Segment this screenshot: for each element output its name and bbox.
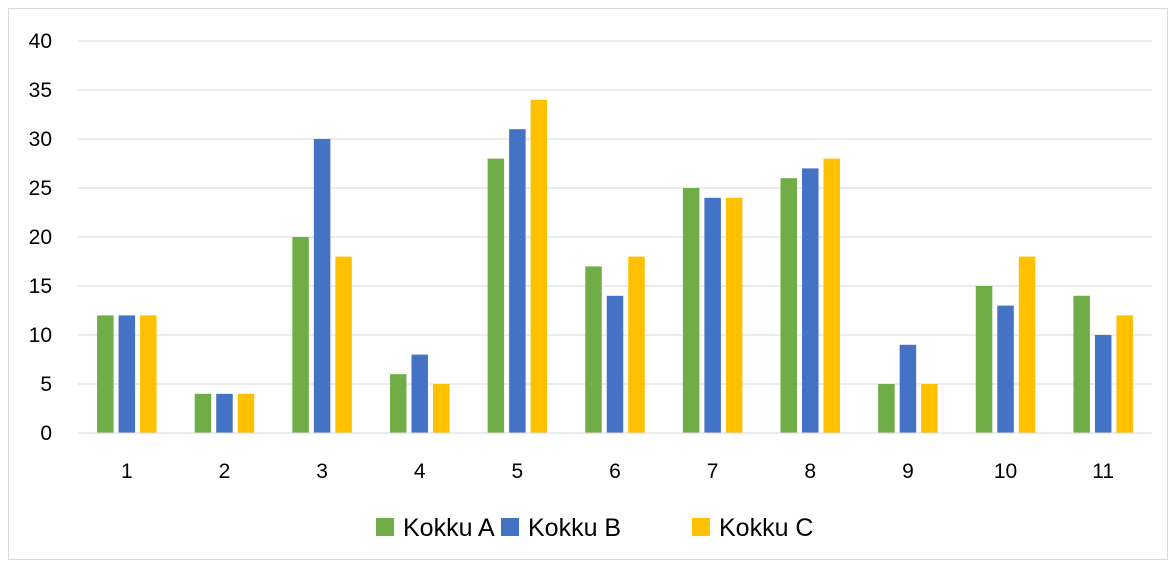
y-tick-label: 35 (29, 79, 52, 102)
x-tick-label: 2 (219, 460, 231, 483)
bar-kokku-a-7 (682, 188, 700, 433)
x-tick-label: 4 (414, 460, 426, 483)
legend-swatch-kokku-c (692, 518, 710, 536)
y-tick-label: 20 (29, 226, 52, 249)
x-tick-label: 11 (1092, 460, 1114, 483)
legend-swatch-kokku-a (376, 518, 394, 536)
bar-kokku-c-4 (432, 384, 450, 433)
bar-kokku-a-9 (878, 384, 895, 433)
bar-kokku-c-8 (823, 158, 841, 433)
bar-kokku-c-3 (335, 256, 352, 433)
x-tick-label: 9 (902, 460, 914, 483)
bar-kokku-c-7 (725, 197, 743, 433)
bar-kokku-b-4 (411, 354, 428, 433)
y-tick-label: 10 (29, 324, 52, 347)
x-tick-label: 5 (512, 460, 524, 483)
bar-kokku-b-7 (704, 197, 721, 433)
gridlines (78, 40, 1152, 385)
bar-kokku-c-2 (237, 393, 255, 433)
bars (97, 99, 1133, 434)
bar-kokku-c-9 (921, 384, 938, 433)
y-tick-label: 0 (40, 422, 52, 445)
y-axis-tick-labels: 0 5 10 15 20 25 30 35 40 (29, 30, 52, 445)
bar-kokku-a-4 (389, 374, 407, 433)
bar-kokku-a-5 (487, 158, 505, 433)
bar-kokku-a-6 (585, 266, 602, 433)
bar-kokku-b-2 (216, 393, 233, 433)
bar-kokku-b-5 (509, 129, 526, 433)
bar-kokku-b-6 (606, 295, 624, 433)
bar-kokku-b-1 (118, 315, 136, 433)
bar-kokku-b-9 (899, 344, 917, 433)
bar-kokku-c-10 (1018, 256, 1036, 433)
bar-kokku-b-11 (1094, 335, 1112, 433)
x-tick-label: 10 (994, 460, 1017, 483)
x-tick-label: 7 (707, 460, 719, 483)
bar-kokku-a-3 (292, 237, 309, 433)
x-tick-label: 1 (121, 460, 133, 483)
legend-swatch-kokku-b (501, 518, 519, 536)
bar-kokku-a-10 (975, 286, 993, 433)
y-tick-label: 15 (29, 275, 52, 298)
bar-kokku-b-10 (997, 305, 1014, 433)
bar-kokku-b-8 (802, 168, 819, 433)
x-axis-tick-labels: 1 2 3 4 5 6 7 8 9 10 11 (121, 460, 1114, 483)
x-tick-label: 3 (316, 460, 328, 483)
legend: Kokku A Kokku B Kokku C (376, 514, 813, 542)
x-tick-label: 6 (609, 460, 621, 483)
bar-kokku-c-1 (140, 315, 157, 433)
y-tick-label: 5 (40, 373, 52, 396)
bar-kokku-a-1 (97, 315, 114, 433)
y-tick-label: 30 (29, 128, 52, 151)
legend-label-kokku-c: Kokku C (719, 514, 813, 542)
bar-kokku-a-8 (780, 178, 798, 433)
x-tick-label: 8 (804, 460, 816, 483)
bar-kokku-a-11 (1073, 295, 1090, 433)
bar-kokku-c-5 (530, 99, 548, 434)
bar-kokku-c-6 (628, 256, 645, 433)
y-tick-label: 25 (29, 177, 52, 200)
bar-kokku-c-11 (1116, 315, 1133, 433)
bar-kokku-a-2 (194, 393, 212, 433)
legend-label-kokku-a: Kokku A (403, 514, 495, 542)
bar-kokku-b-3 (313, 139, 331, 433)
y-tick-label: 40 (29, 30, 52, 53)
legend-label-kokku-b: Kokku B (528, 514, 621, 542)
